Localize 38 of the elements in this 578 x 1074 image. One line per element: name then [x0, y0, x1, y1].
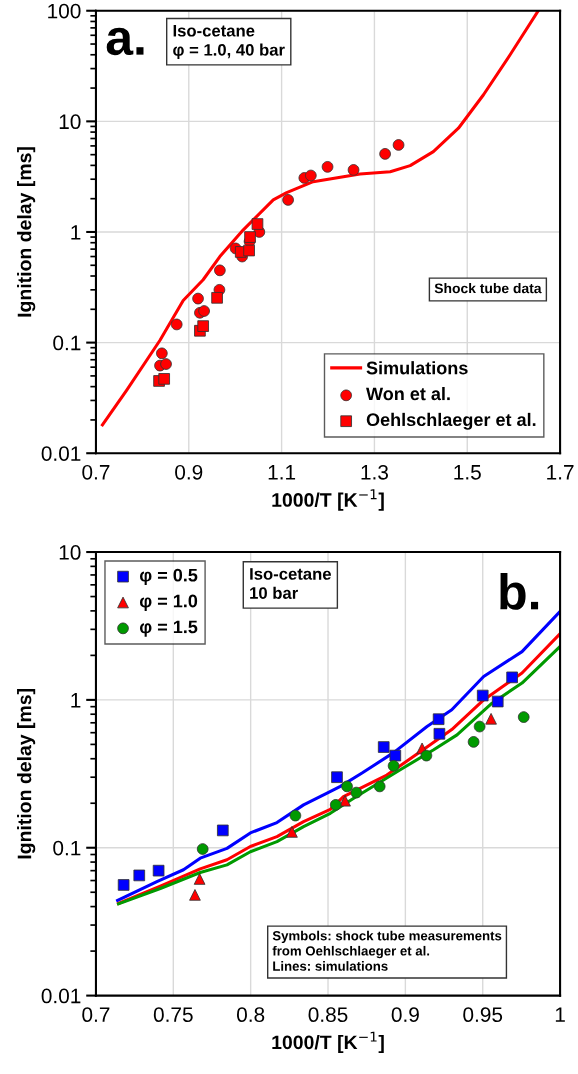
annotation: Symbols: shock tube measurements from Oehlschlaeger et al. Lines: simulations	[272, 930, 502, 971]
annotation: Iso-cetane 10 bar	[250, 568, 331, 599]
annotation: b.	[500, 573, 539, 610]
x-tick-label: 1	[555, 1007, 565, 1022]
x-tick-label: 1.7	[547, 465, 574, 480]
x-tick-label: 0.9	[391, 1007, 419, 1023]
annotation: Iso-cetane φ = 1.0, 40 bar	[173, 24, 285, 60]
x-axis-title: 1000/T [K$^{−1}$]	[272, 489, 384, 511]
legend-label: Won et al.	[366, 386, 450, 401]
x-tick-label: 1.1	[268, 465, 296, 480]
legend-label: Simulations	[366, 361, 468, 375]
x-tick-label: 0.95	[463, 1007, 503, 1023]
legend-label: φ = 1.5	[139, 620, 198, 637]
y-tick-label: 1	[71, 693, 81, 708]
x-tick-label: 0.7	[82, 1007, 110, 1023]
x-tick-label: 0.85	[308, 1007, 348, 1023]
y-axis-title: Ignition delay [ms]	[17, 147, 36, 317]
x-tick-label: 1.5	[454, 465, 481, 480]
annotation: Shock tube data	[434, 283, 542, 294]
x-tick-label: 0.8	[236, 1007, 265, 1023]
legend-label: Oehlschlaeger et al.	[366, 412, 536, 430]
y-axis-title: Ignition delay [ms]	[17, 689, 36, 859]
annotation: a.	[106, 27, 144, 56]
y-tick-label: 10	[59, 114, 81, 130]
y-tick-label: 10	[59, 545, 81, 560]
legend-label: φ = 0.5	[139, 568, 198, 586]
y-tick-label: 0.01	[41, 446, 81, 461]
y-tick-label: 0.1	[53, 335, 81, 351]
legend-label: φ = 1.0	[139, 594, 198, 611]
x-tick-label: 0.9	[175, 464, 203, 480]
x-tick-label: 0.75	[153, 1007, 193, 1023]
x-tick-label: 0.7	[82, 464, 110, 480]
y-tick-label: 100	[48, 3, 81, 19]
y-tick-label: 0.01	[41, 988, 81, 1004]
y-tick-label: 0.1	[53, 840, 81, 856]
x-tick-label: 1.3	[361, 464, 388, 480]
y-tick-label: 1	[71, 225, 81, 240]
x-axis-title: 1000/T [K$^{−1}$]	[272, 1031, 384, 1054]
